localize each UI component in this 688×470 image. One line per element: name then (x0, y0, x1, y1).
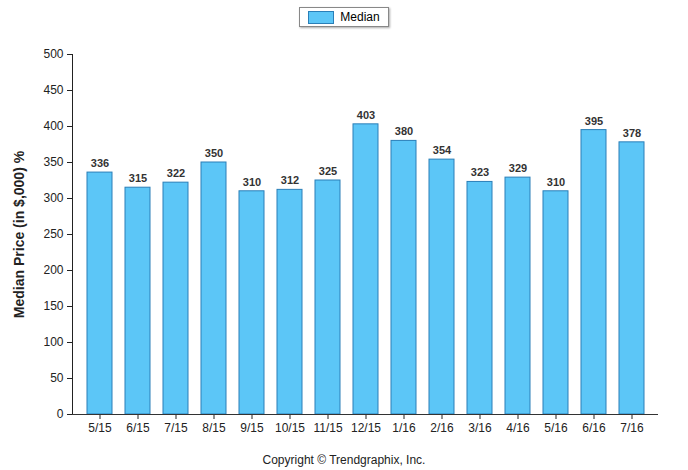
svg-text:8/15: 8/15 (202, 421, 226, 435)
svg-text:315: 315 (129, 172, 147, 184)
svg-text:5/16: 5/16 (544, 421, 568, 435)
svg-text:403: 403 (357, 109, 375, 121)
html-text:Median: Median (340, 10, 380, 24)
svg-text:150: 150 (43, 299, 63, 313)
svg-text:310: 310 (243, 176, 261, 188)
svg-text:378: 378 (623, 127, 641, 139)
svg-text:300: 300 (43, 191, 63, 205)
svg-text:7/16: 7/16 (620, 421, 644, 435)
svg-text:354: 354 (433, 144, 452, 156)
svg-text:450: 450 (43, 83, 63, 97)
svg-text:350: 350 (205, 147, 223, 159)
svg-text:11/15: 11/15 (313, 421, 342, 435)
svg-text:6/15: 6/15 (126, 421, 150, 435)
svg-text:329: 329 (509, 162, 527, 174)
svg-text:310: 310 (547, 176, 565, 188)
svg-text:380: 380 (395, 125, 413, 137)
html-text:Copyright © Trendgraphix, Inc.: Copyright © Trendgraphix, Inc. (262, 453, 426, 467)
svg-text:323: 323 (471, 166, 489, 178)
svg-text:7/15: 7/15 (164, 421, 188, 435)
svg-text:4/16: 4/16 (506, 421, 530, 435)
svg-text:322: 322 (167, 167, 185, 179)
svg-text:5/15: 5/15 (88, 421, 112, 435)
svg-text:1/16: 1/16 (392, 421, 416, 435)
svg-text:312: 312 (281, 174, 299, 186)
svg-text:6/16: 6/16 (582, 421, 606, 435)
svg-text:50: 50 (50, 371, 64, 385)
svg-text:0: 0 (57, 407, 64, 421)
svg-text:395: 395 (585, 115, 603, 127)
svg-text:10/15: 10/15 (275, 421, 305, 435)
svg-text:400: 400 (43, 119, 63, 133)
svg-text:9/15: 9/15 (240, 421, 264, 435)
svg-text:250: 250 (43, 227, 63, 241)
svg-text:2/16: 2/16 (430, 421, 454, 435)
svg-text:336: 336 (91, 157, 109, 169)
svg-text:200: 200 (43, 263, 63, 277)
svg-text:100: 100 (43, 335, 63, 349)
svg-text:325: 325 (319, 165, 337, 177)
svg-text:Median Price (in $,000) %: Median Price (in $,000) % (11, 150, 27, 318)
svg-text:350: 350 (43, 155, 63, 169)
svg-text:12/15: 12/15 (351, 421, 381, 435)
svg-text:3/16: 3/16 (468, 421, 492, 435)
svg-text:500: 500 (43, 47, 63, 61)
